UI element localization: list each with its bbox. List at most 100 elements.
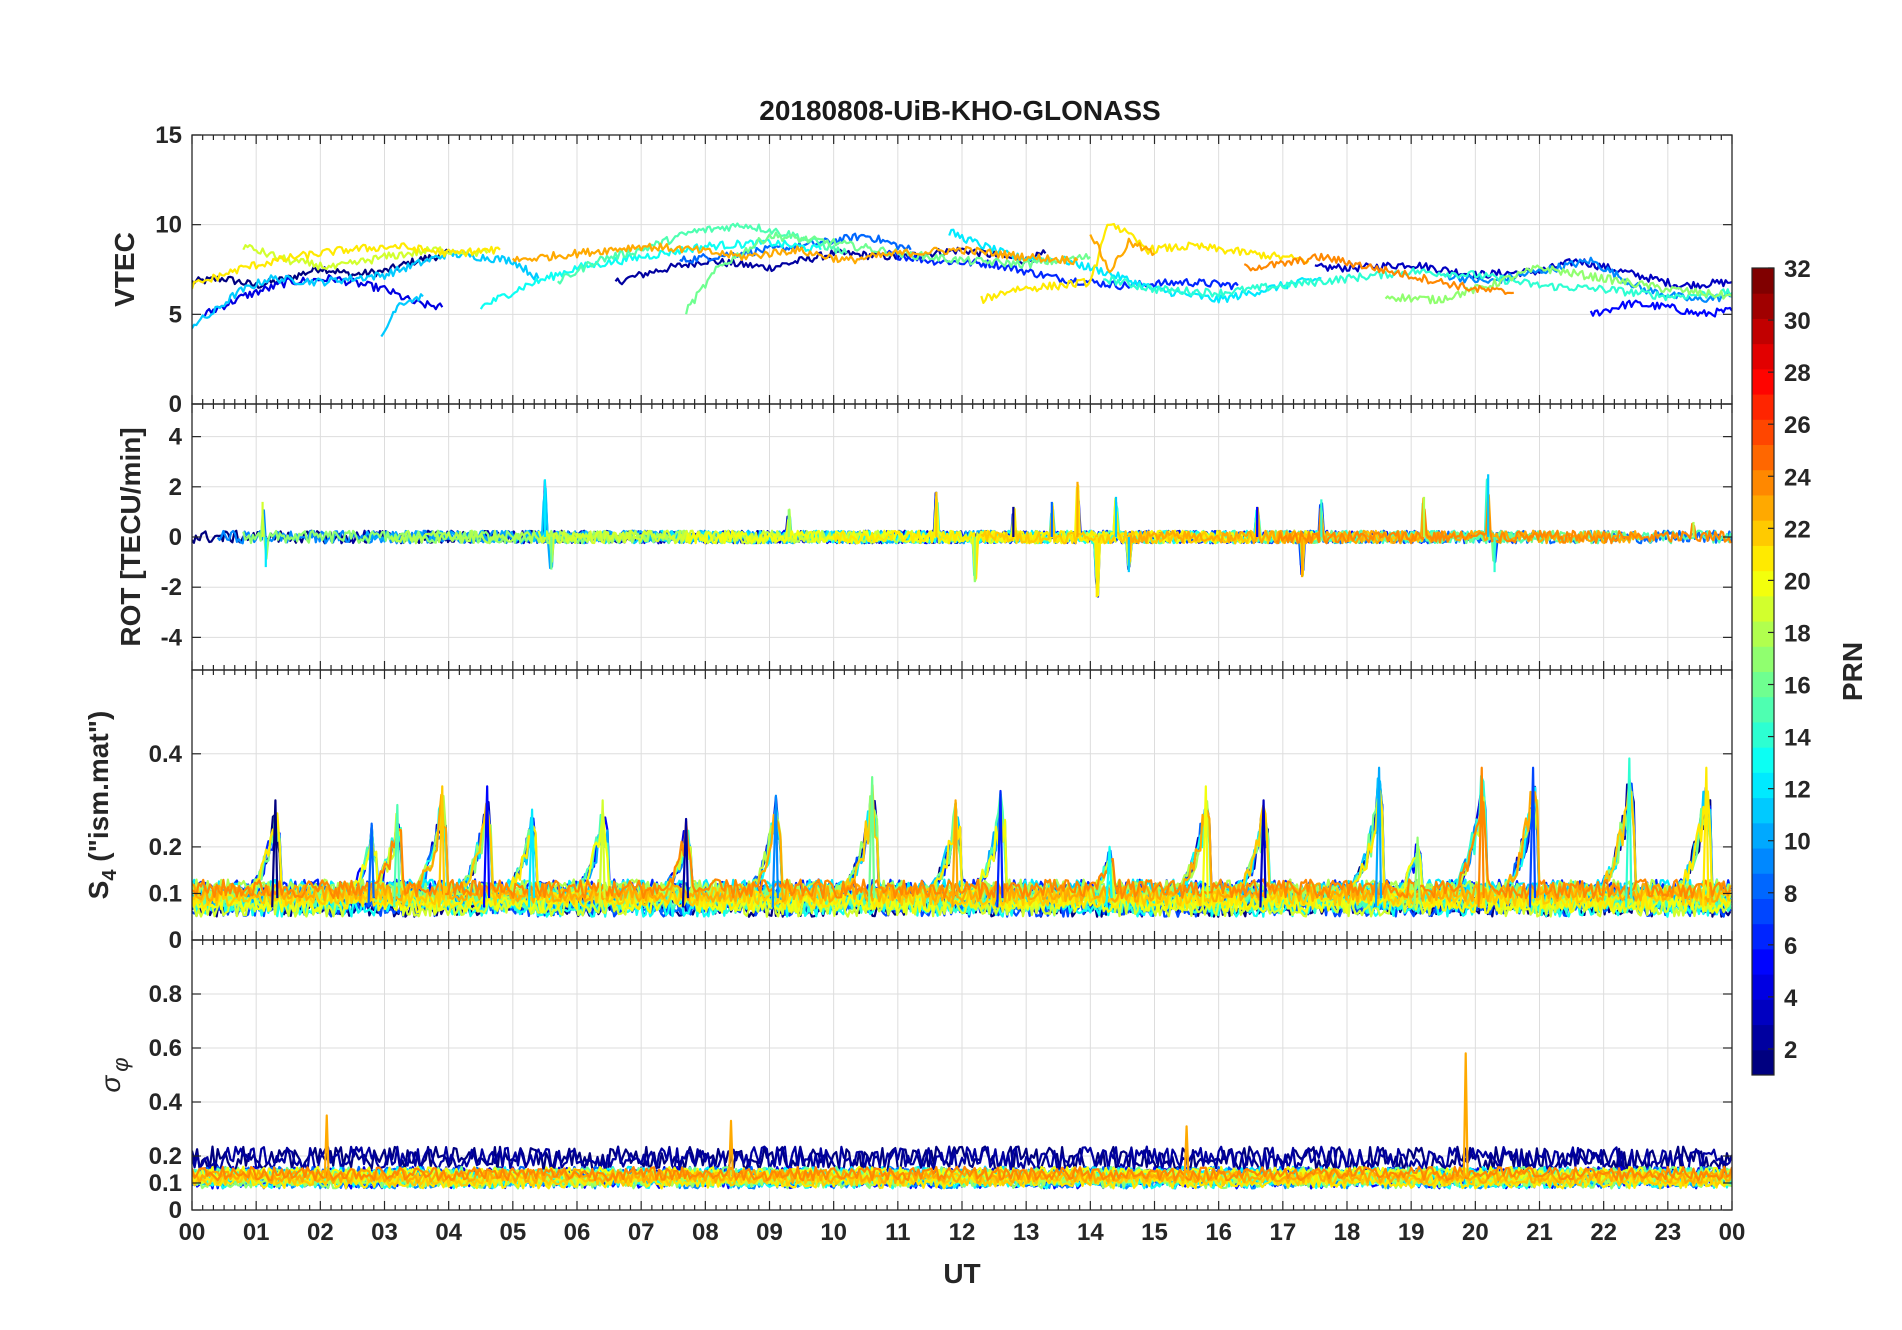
rot-series-group (192, 474, 1732, 598)
s4-peak (598, 799, 606, 908)
x-tick-label: 00 (179, 1219, 206, 1246)
s4-peak (867, 775, 876, 908)
vtec-series-prn-6 (884, 249, 1239, 291)
colorbar-tick-label: 26 (1784, 412, 1811, 439)
s4-series-prn-21 (192, 790, 1732, 911)
y-tick-label: 0.4 (149, 741, 183, 768)
s4-peak (393, 803, 401, 908)
colorbar-segment (1752, 520, 1774, 546)
colorbar-tick-label: 18 (1784, 620, 1811, 647)
colorbar-segment (1752, 595, 1774, 622)
vtec-series-prn-2 (614, 246, 1047, 286)
colorbar-segment (1752, 343, 1774, 370)
colorbar-tick-label: 24 (1784, 464, 1811, 491)
s4-peak (951, 799, 959, 908)
y-tick-label: 0.2 (149, 1143, 182, 1170)
y-axis-label-sub: 4 (99, 869, 121, 881)
x-tick-label: 18 (1334, 1219, 1361, 1246)
colorbar-tick-label: 16 (1784, 673, 1811, 700)
colorbar-segment (1752, 646, 1774, 672)
colorbar-segment (1752, 948, 1774, 975)
vtec-series-group (192, 222, 1732, 338)
rot-series-prn-24 (1275, 495, 1732, 545)
x-tick-label: 19 (1398, 1219, 1425, 1246)
s4-peak (1201, 785, 1209, 908)
colorbar-tick-label: 28 (1784, 360, 1811, 387)
colorbar-segment (1752, 772, 1774, 799)
x-tick-label: 11 (885, 1219, 910, 1246)
colorbar-segment (1752, 570, 1774, 597)
y-tick-label: 0.8 (149, 981, 182, 1008)
s4-series-prn-24 (192, 801, 1732, 900)
y-tick-label: 0 (169, 927, 182, 954)
vtec-series-prn-17 (1384, 264, 1732, 305)
y-axis-label: VTEC (109, 232, 140, 307)
colorbar-segment (1752, 444, 1774, 471)
y-tick-label: 0 (169, 391, 182, 418)
sigma-spike (1462, 1052, 1469, 1178)
vtec-series-prn-23 (1089, 234, 1156, 274)
vtec-series-prn-11 (192, 248, 540, 329)
colorbar-segment (1752, 822, 1774, 849)
s4-peak (1259, 799, 1267, 908)
colorbar-tick-label: 30 (1784, 308, 1811, 335)
y-tick-label: 0 (169, 524, 182, 551)
rot-panel: -4 -2 0 2 4 ROT [TECU/min] (115, 403, 1733, 671)
s4-peak (437, 785, 446, 908)
vtec-series-prn-5 (1589, 299, 1732, 318)
x-tick-label: 09 (756, 1219, 783, 1246)
sigma-series-group (192, 1052, 1732, 1190)
colorbar-tick-label: 14 (1784, 725, 1811, 752)
vtec-series-prn-21 (192, 242, 501, 290)
colorbar-segment (1752, 318, 1774, 345)
x-tick-label: 10 (820, 1219, 847, 1246)
s4-peak (1477, 766, 1485, 908)
sigma-series-prn-22 (192, 1171, 1732, 1187)
colorbar-segment (1752, 419, 1774, 446)
colorbar-segment (1752, 621, 1774, 647)
x-tick-label: 12 (949, 1219, 976, 1246)
colorbar-tick-label: 22 (1784, 516, 1811, 543)
x-tick-label: 22 (1590, 1219, 1617, 1246)
figure-title: 20180808-UiB-KHO-GLONASS (759, 95, 1160, 126)
x-tick-label: 03 (371, 1219, 398, 1246)
s4-peak (1413, 836, 1421, 908)
x-tick-label: 17 (1269, 1219, 1296, 1246)
y-tick-label: 0.2 (149, 834, 182, 861)
x-tick-label: 14 (1077, 1219, 1104, 1246)
vtec-series-prn-13 (479, 238, 822, 310)
y-axis-label-rest: ("ism.mat") (83, 711, 114, 870)
y-axis-label: ROT [TECU/min] (115, 427, 146, 646)
colorbar-segment (1752, 898, 1774, 925)
colorbar-segment (1752, 268, 1774, 294)
colorbar-segment (1752, 696, 1774, 723)
y-tick-label: 10 (155, 212, 182, 239)
s4-series-group (192, 757, 1732, 918)
x-tick-label: 21 (1526, 1219, 1553, 1246)
y-axis-label: S4 ("ism.mat") (83, 711, 121, 900)
x-tick-label: 04 (435, 1219, 462, 1246)
colorbar-segment (1752, 999, 1774, 1026)
axis-frame (191, 939, 1733, 1211)
colorbar-segment (1752, 747, 1774, 773)
x-axis-label: UT (943, 1258, 980, 1289)
sigma-spike (323, 1114, 330, 1178)
colorbar-segment (1752, 494, 1774, 521)
s4-peak (367, 822, 375, 908)
sigma-spike (727, 1119, 735, 1178)
y-tick-label: -2 (161, 574, 182, 601)
colorbar-segment (1752, 721, 1774, 748)
colorbar-segment (1752, 469, 1774, 496)
sigma-series-prn-2 (192, 1145, 1732, 1172)
s4-peak (771, 794, 779, 908)
colorbar-segment (1752, 293, 1774, 319)
colorbar-segment (1752, 1024, 1774, 1051)
colorbar-tick-label: 32 (1784, 256, 1811, 283)
s4-peak (482, 785, 491, 908)
vtec-series-prn-3 (1314, 258, 1732, 290)
y-tick-label: 0 (169, 1197, 182, 1224)
colorbar-tick-label: 12 (1784, 777, 1811, 804)
colorbar-segment (1752, 671, 1774, 698)
y-tick-label: 5 (169, 301, 182, 328)
s4-peak (1625, 757, 1633, 908)
